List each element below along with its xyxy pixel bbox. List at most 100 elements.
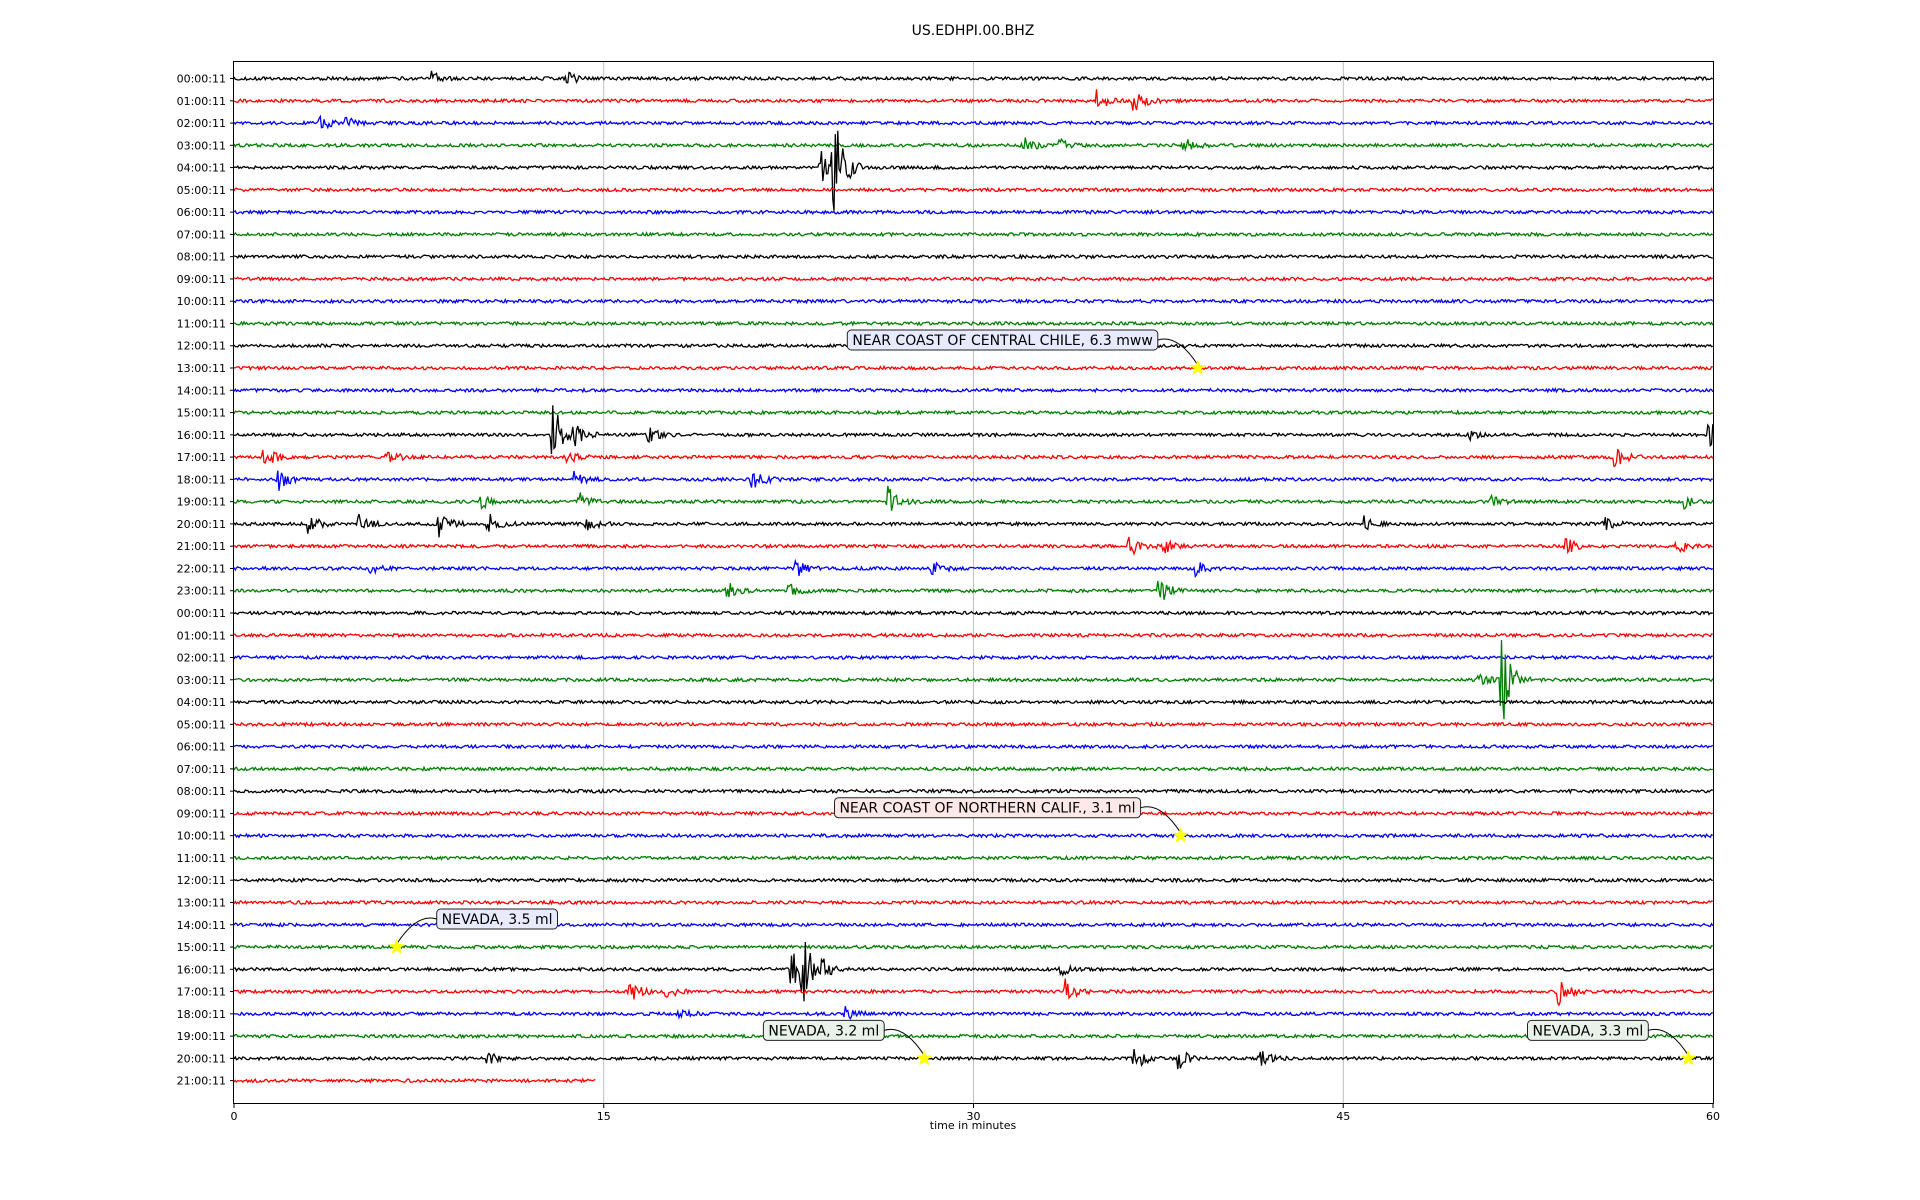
event-annotation: NEVADA, 3.3 ml xyxy=(1527,1019,1697,1066)
y-tick-labels: 00:00:11 01:00:11 02:00:11 03:00:11 04:00:11… xyxy=(177,73,234,1088)
x-tick-label: 30 xyxy=(967,1110,981,1123)
trace-line xyxy=(233,409,1713,416)
trace-line xyxy=(233,943,1713,951)
trace-line xyxy=(233,580,1714,600)
y-tick-label: 00:00:11 xyxy=(177,607,226,620)
event-connector xyxy=(1648,1028,1689,1056)
event-annotation: NEVADA, 3.2 ml xyxy=(762,1019,933,1066)
event-star-marker xyxy=(388,938,406,955)
event-connector xyxy=(396,917,437,945)
y-tick-label: 05:00:11 xyxy=(177,718,226,731)
trace-line xyxy=(233,513,1714,538)
trace-line xyxy=(233,765,1713,773)
y-tick-label: 04:00:11 xyxy=(177,162,226,175)
trace-line xyxy=(233,632,1713,639)
y-tick-label: 02:00:11 xyxy=(177,652,226,665)
y-tick-label: 17:00:11 xyxy=(177,451,226,464)
y-tick-label: 12:00:11 xyxy=(177,874,226,887)
trace-line xyxy=(233,978,1714,1007)
y-tick-label: 09:00:11 xyxy=(177,273,226,286)
trace-line xyxy=(233,137,1713,153)
chart-title: US.EDHPI.00.BHZ xyxy=(912,23,1035,39)
trace-line xyxy=(233,253,1713,260)
y-tick-label: 18:00:11 xyxy=(177,473,226,486)
event-label: NEVADA, 3.2 ml xyxy=(768,1023,879,1039)
y-tick-label: 10:00:11 xyxy=(177,830,226,843)
y-tick-label: 05:00:11 xyxy=(177,184,226,197)
trace-line xyxy=(233,877,1713,884)
plot-frame xyxy=(233,61,1714,1104)
trace-line xyxy=(233,854,1714,861)
y-tick-label: 03:00:11 xyxy=(177,674,226,687)
trace-line xyxy=(233,558,1714,579)
y-tick-label: 15:00:11 xyxy=(177,407,226,420)
trace-group xyxy=(233,70,1714,1084)
trace-line xyxy=(233,1032,1714,1040)
x-tick-label: 60 xyxy=(1706,1110,1720,1123)
y-tick-label: 21:00:11 xyxy=(177,1075,226,1088)
y-tick-label: 08:00:11 xyxy=(177,251,226,264)
y-tick-label: 19:00:11 xyxy=(177,496,226,509)
trace-line xyxy=(233,448,1714,468)
event-label: NEVADA, 3.5 ml xyxy=(442,912,553,928)
event-label: NEAR COAST OF CENTRAL CHILE, 6.3 mww xyxy=(852,333,1152,349)
trace-line xyxy=(233,721,1713,728)
event-star-marker xyxy=(915,1049,933,1066)
y-tick-label: 11:00:11 xyxy=(177,317,226,330)
y-tick-label: 20:00:11 xyxy=(177,518,226,531)
y-tick-label: 22:00:11 xyxy=(177,562,226,575)
y-tick-label: 01:00:11 xyxy=(177,95,226,108)
trace-line xyxy=(233,1077,596,1084)
y-tick-label: 02:00:11 xyxy=(177,117,226,130)
trace-line xyxy=(233,536,1713,556)
y-tick-label: 14:00:11 xyxy=(177,384,226,397)
event-annotations: NEAR COAST OF CENTRAL CHILE, 6.3 mww NEAR… xyxy=(388,329,1697,1066)
y-tick-label: 06:00:11 xyxy=(177,206,226,219)
y-tick-label: 07:00:11 xyxy=(177,763,226,776)
trace-line xyxy=(233,470,1713,491)
event-connector xyxy=(1140,806,1182,833)
y-tick-label: 14:00:11 xyxy=(177,919,226,932)
grid-lines xyxy=(603,62,1344,1104)
y-tick-label: 03:00:11 xyxy=(177,139,226,152)
y-tick-label: 20:00:11 xyxy=(177,1052,226,1065)
trace-line xyxy=(233,743,1714,750)
trace-line xyxy=(233,387,1714,394)
y-tick-label: 23:00:11 xyxy=(177,585,226,598)
y-tick-label: 04:00:11 xyxy=(177,696,226,709)
trace-line xyxy=(233,297,1714,305)
event-annotation: NEAR COAST OF NORTHERN CALIF., 3.1 ml xyxy=(834,797,1189,843)
trace-line xyxy=(234,639,1714,720)
y-tick-label: 09:00:11 xyxy=(177,807,226,820)
x-tick-label: 15 xyxy=(597,1110,611,1123)
trace-line xyxy=(233,70,1714,84)
trace-line xyxy=(233,130,1714,211)
y-tick-label: 21:00:11 xyxy=(177,540,226,553)
y-tick-label: 00:00:11 xyxy=(177,73,226,86)
trace-line xyxy=(233,1006,1713,1020)
trace-line xyxy=(233,485,1714,511)
y-tick-label: 18:00:11 xyxy=(177,1008,226,1021)
trace-line xyxy=(233,609,1713,617)
event-label: NEAR COAST OF NORTHERN CALIF., 3.1 ml xyxy=(839,801,1135,817)
y-tick-label: 07:00:11 xyxy=(177,228,226,241)
trace-line xyxy=(233,231,1714,238)
y-tick-label: 19:00:11 xyxy=(177,1030,226,1043)
trace-line xyxy=(233,941,1713,1002)
y-tick-label: 11:00:11 xyxy=(177,852,226,865)
event-star-marker xyxy=(1680,1049,1697,1066)
y-tick-label: 17:00:11 xyxy=(177,986,226,999)
y-tick-label: 01:00:11 xyxy=(177,629,226,642)
trace-line xyxy=(233,654,1713,661)
x-tick-label: 0 xyxy=(231,1110,238,1123)
trace-line xyxy=(233,89,1713,111)
trace-line xyxy=(233,787,1714,795)
trace-line xyxy=(233,405,1714,455)
trace-line xyxy=(234,364,1713,372)
y-tick-label: 13:00:11 xyxy=(177,362,226,375)
x-tick-label: 45 xyxy=(1336,1110,1350,1123)
trace-line xyxy=(233,698,1714,706)
trace-line xyxy=(233,208,1714,216)
event-label: NEVADA, 3.3 ml xyxy=(1532,1023,1643,1039)
